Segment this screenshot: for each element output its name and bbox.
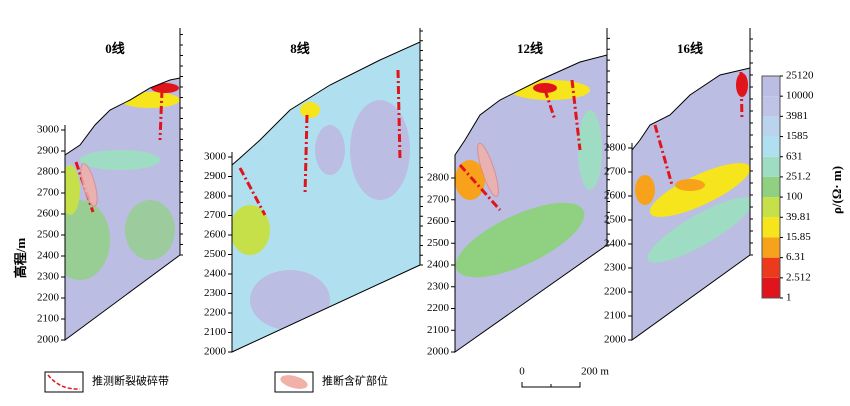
colorbar-band bbox=[762, 277, 780, 298]
section-image bbox=[65, 78, 180, 340]
y-tick-label: 2200 bbox=[37, 292, 60, 304]
y-tick-label: 2600 bbox=[37, 208, 60, 220]
colorbar-band bbox=[762, 257, 780, 278]
colorbar-tick-label: 39.81 bbox=[786, 211, 811, 223]
y-tick-label: 2000 bbox=[427, 346, 450, 358]
y-tick-label: 2100 bbox=[427, 324, 450, 336]
y-tick-label: 2000 bbox=[204, 346, 227, 358]
scale-label: 0 bbox=[519, 366, 525, 378]
y-tick-label: 2600 bbox=[604, 190, 627, 202]
colorbar-label: ρ/(Ω· m) bbox=[829, 166, 844, 214]
y-tick-label: 2800 bbox=[604, 142, 627, 154]
y-axis-label: 高程/m bbox=[13, 238, 28, 279]
y-tick-label: 2700 bbox=[37, 187, 60, 199]
y-tick-label: 2400 bbox=[427, 259, 450, 271]
y-tick-label: 2500 bbox=[604, 214, 627, 226]
y-tick-label: 2200 bbox=[604, 286, 627, 298]
legend: 推测断裂破碎带 推断含矿部位 bbox=[44, 371, 388, 393]
colorbar-tick-label: 6.31 bbox=[786, 251, 805, 263]
colorbar-tick-label: 100 bbox=[786, 191, 803, 203]
y-tick-label: 2600 bbox=[427, 215, 450, 227]
colorbar-tick-label: 631 bbox=[786, 150, 803, 162]
y-tick-label: 2200 bbox=[204, 307, 227, 319]
colorbar-tick-label: 2.512 bbox=[786, 271, 811, 283]
panel-title: 16线 bbox=[677, 41, 703, 56]
y-tick-label: 2800 bbox=[37, 166, 60, 178]
colorbar-band bbox=[762, 136, 780, 157]
colorbar-band bbox=[762, 96, 780, 117]
y-tick-label: 2700 bbox=[604, 166, 627, 178]
colorbar-band bbox=[762, 217, 780, 238]
colorbar-tick-label: 15.85 bbox=[786, 231, 811, 243]
y-tick-label: 3000 bbox=[37, 124, 60, 136]
scale-bar: 0 200 m bbox=[519, 366, 609, 388]
scale-label: 200 m bbox=[581, 366, 609, 378]
colorbar: 1 2.512 6.31 15.85 39.81 100 251.2 631 1585 3981 1… bbox=[761, 70, 844, 304]
colorbar-band bbox=[762, 76, 780, 97]
y-tick-label: 2400 bbox=[37, 250, 60, 262]
sections bbox=[64, 41, 751, 353]
y-tick-label: 2300 bbox=[427, 280, 450, 292]
y-tick-label: 2200 bbox=[427, 302, 450, 314]
y-tick-label: 2800 bbox=[204, 190, 227, 202]
colorbar-tick-label: 1 bbox=[786, 292, 792, 304]
colorbar-band bbox=[762, 156, 780, 177]
colorbar-band bbox=[762, 176, 780, 198]
colorbar-tick-label: 1585 bbox=[786, 130, 809, 142]
panel-title: 0线 bbox=[105, 41, 125, 56]
colorbar-frame bbox=[761, 75, 781, 299]
y-tick-label: 2400 bbox=[204, 268, 227, 280]
legend-label: 推断含矿部位 bbox=[322, 374, 388, 388]
colorbar-band bbox=[762, 237, 780, 258]
y-tick-label: 2300 bbox=[204, 287, 227, 299]
colorbar-band bbox=[762, 116, 780, 137]
panel-title: 12线 bbox=[517, 41, 543, 56]
panel-title: 8线 bbox=[290, 41, 310, 56]
y-tick-label: 2700 bbox=[204, 209, 227, 221]
colorbar-band bbox=[762, 197, 780, 218]
y-tick-label: 2700 bbox=[427, 193, 450, 205]
colorbar-tick-label: 10000 bbox=[786, 90, 814, 102]
colorbar-tick-label: 251.2 bbox=[786, 170, 811, 182]
colorbar-tick-label: 3981 bbox=[786, 110, 808, 122]
y-tick-label: 2300 bbox=[37, 271, 60, 283]
y-tick-label: 2000 bbox=[37, 334, 60, 346]
y-tick-label: 2900 bbox=[37, 145, 60, 157]
y-tick-label: 2900 bbox=[204, 170, 227, 182]
y-tick-label: 2500 bbox=[427, 237, 450, 249]
y-tick-label: 2400 bbox=[604, 238, 627, 250]
section-image bbox=[455, 55, 607, 352]
section-image bbox=[232, 42, 420, 352]
y-tick-label: 2100 bbox=[604, 310, 627, 322]
y-tick-label: 2100 bbox=[37, 313, 60, 325]
legend-label: 推测断裂破碎带 bbox=[92, 374, 169, 388]
colorbar-tick-label: 25120 bbox=[786, 70, 814, 82]
y-tick-label: 2800 bbox=[427, 172, 450, 184]
y-tick-label: 2500 bbox=[37, 229, 60, 241]
y-tick-label: 2300 bbox=[604, 262, 627, 274]
y-tick-label: 2500 bbox=[204, 248, 227, 260]
y-tick-label: 2600 bbox=[204, 229, 227, 241]
section-image bbox=[632, 68, 750, 340]
y-tick-label: 3000 bbox=[204, 151, 227, 163]
y-tick-label: 2000 bbox=[604, 334, 627, 346]
y-tick-label: 2100 bbox=[204, 326, 227, 338]
